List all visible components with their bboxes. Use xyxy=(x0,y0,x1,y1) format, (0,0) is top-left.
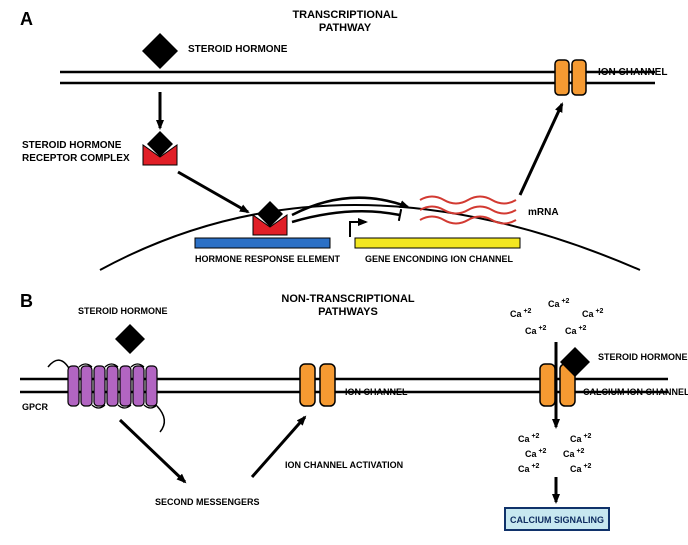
arrow-to-dna xyxy=(178,172,248,212)
ion-channel-a: ION CHANNEL xyxy=(555,60,667,95)
calcium-signaling-box: CALCIUM SIGNALING xyxy=(505,508,609,530)
panel-a-title-line2: PATHWAY xyxy=(319,22,372,34)
tss-arrow xyxy=(350,222,366,237)
gpcr: GPCR xyxy=(22,360,164,432)
mrna-label: mRNA xyxy=(528,207,559,218)
hre-bar xyxy=(195,238,330,248)
svg-text:Ca +2: Ca +2 xyxy=(582,308,604,319)
svg-text:Ca +2: Ca +2 xyxy=(570,433,592,444)
svg-text:Ca +2: Ca +2 xyxy=(518,463,540,474)
gene-label: GENE ENCONDING ION CHANNEL xyxy=(365,254,514,264)
svg-text:Ca +2: Ca +2 xyxy=(510,308,532,319)
receptor-complex-label-1: STEROID HORMONE xyxy=(22,140,122,151)
ca-cluster-bottom: Ca +2 Ca +2 Ca +2 Ca +2 Ca +2 Ca +2 xyxy=(518,433,592,474)
calcium-signaling-label: CALCIUM SIGNALING xyxy=(510,515,604,525)
steroid-hormone-label-b2: STEROID HORMONE xyxy=(598,352,688,362)
receptor-complex xyxy=(143,131,177,165)
ion-channel-label-b: ION CHANNEL xyxy=(345,387,408,397)
gene-bar xyxy=(355,238,520,248)
arrow-gpcr-sm xyxy=(120,420,185,482)
ca-cluster-top: Ca +2 Ca +2 Ca +2 Ca +2 Ca +2 xyxy=(510,298,604,336)
hre-label: HORMONE RESPONSE ELEMENT xyxy=(195,254,341,264)
steroid-hormone-label-b1: STEROID HORMONE xyxy=(78,306,168,316)
svg-text:Ca +2: Ca +2 xyxy=(548,298,570,309)
panel-b: B NON-TRANSCRIPTIONAL PATHWAYS STEROID H… xyxy=(20,291,688,530)
svg-text:Ca +2: Ca +2 xyxy=(518,433,540,444)
svg-text:Ca +2: Ca +2 xyxy=(525,325,547,336)
ion-channel-b: ION CHANNEL xyxy=(300,364,408,406)
panel-a-title-line1: TRANSCRIPTIONAL xyxy=(292,9,397,21)
steroid-hormone-b1: STEROID HORMONE xyxy=(78,306,168,354)
steroid-hormone-a: STEROID HORMONE xyxy=(142,33,288,69)
steroid-hormone-b2: STEROID HORMONE xyxy=(560,347,688,377)
second-messengers-label: SECOND MESSENGERS xyxy=(155,497,260,507)
gpcr-label: GPCR xyxy=(22,402,49,412)
ion-channel-label-a: ION CHANNEL xyxy=(598,67,667,78)
panel-b-title-2: PATHWAYS xyxy=(318,306,378,318)
dna-bound-complex xyxy=(253,201,287,235)
panel-b-title-1: NON-TRANSCRIPTIONAL xyxy=(281,293,414,305)
steroid-hormone-label-a: STEROID HORMONE xyxy=(188,44,288,55)
receptor-complex-label-2: RECEPTOR COMPLEX xyxy=(22,153,130,164)
ion-channel-activation-label: ION CHANNEL ACTIVATION xyxy=(285,460,403,470)
calcium-channels-label: CALCIUM ION CHANNELS xyxy=(583,387,688,397)
repress-arrow xyxy=(292,211,400,222)
panel-a-letter: A xyxy=(20,9,33,29)
panel-a: A TRANSCRIPTIONAL PATHWAY STEROID HORMON… xyxy=(20,9,667,270)
calcium-channel: CALCIUM ION CHANNELS xyxy=(540,364,688,406)
svg-text:Ca +2: Ca +2 xyxy=(565,325,587,336)
svg-text:Ca +2: Ca +2 xyxy=(563,448,585,459)
svg-text:Ca +2: Ca +2 xyxy=(570,463,592,474)
figure: A TRANSCRIPTIONAL PATHWAY STEROID HORMON… xyxy=(0,0,688,545)
panel-b-letter: B xyxy=(20,291,33,311)
arrow-to-channel xyxy=(520,104,562,195)
svg-text:Ca +2: Ca +2 xyxy=(525,448,547,459)
